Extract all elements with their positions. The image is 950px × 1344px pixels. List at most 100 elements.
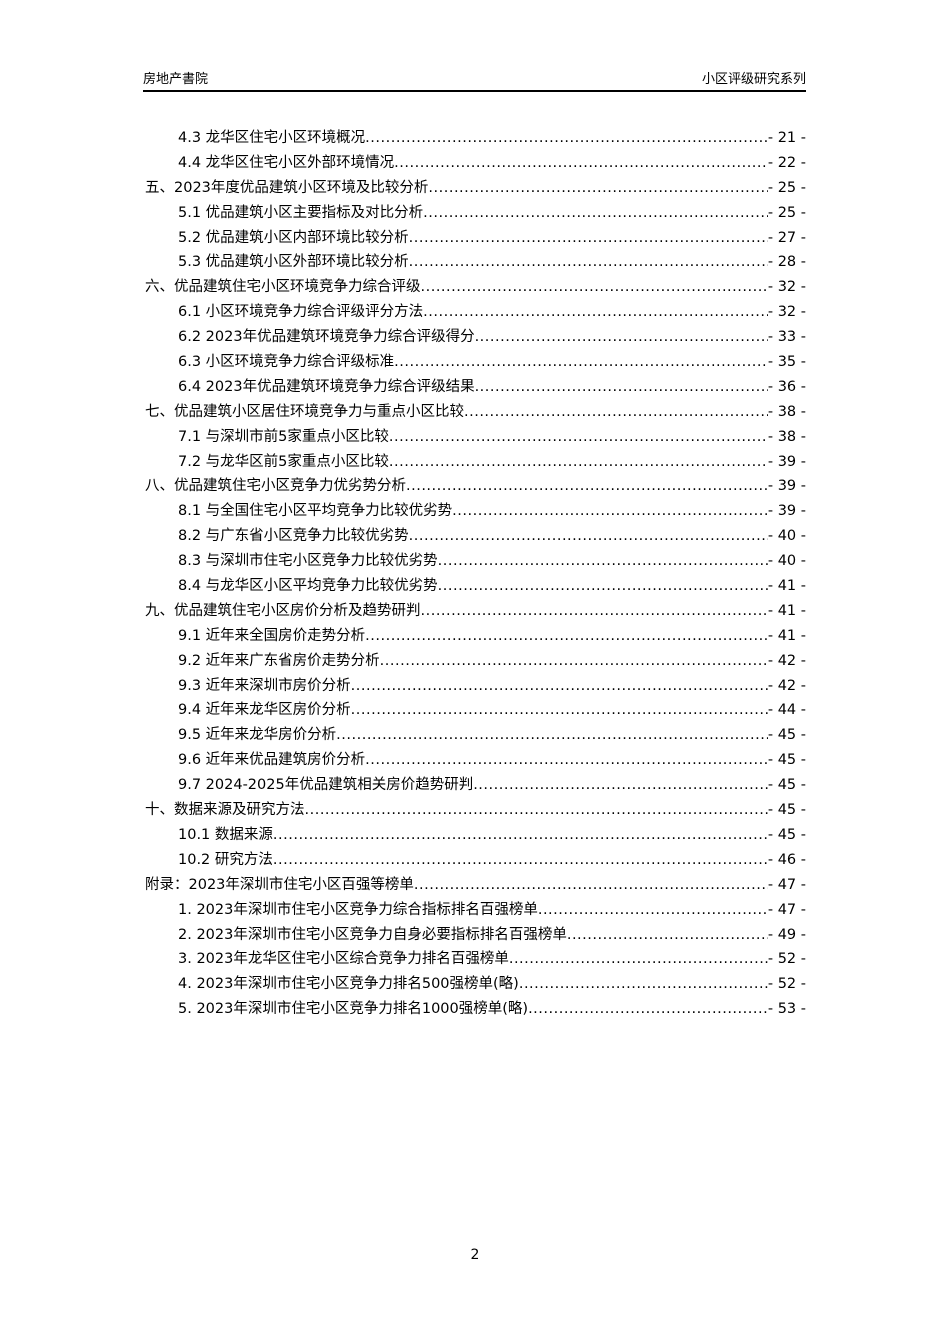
toc-entry-title: 7.2 与龙华区前5家重点小区比较: [178, 453, 389, 470]
dot-leader: [428, 176, 767, 201]
toc-entry[interactable]: 5.3 优品建筑小区外部环境比较分析 - 28 -: [145, 250, 806, 275]
dot-leader: [351, 674, 768, 699]
dot-leader: [365, 624, 768, 649]
toc-entry-page: - 47 -: [767, 901, 806, 918]
toc-entry-title: 5.1 优品建筑小区主要指标及对比分析: [178, 204, 424, 221]
toc-entry[interactable]: 7.2 与龙华区前5家重点小区比较 - 39 -: [145, 450, 806, 475]
dot-leader: [365, 748, 768, 773]
toc-entry-title: 3. 2023年龙华区住宅小区综合竞争力排名百强榜单: [178, 951, 509, 968]
toc-entry-page: - 21 -: [767, 130, 806, 146]
toc-entry-title: 8.2 与广东省小区竞争力比较优劣势: [178, 528, 409, 545]
toc-entry-page: - 33 -: [767, 329, 806, 346]
toc-entry[interactable]: 六、优品建筑住宅小区环境竞争力综合评级 - 32 -: [145, 275, 806, 300]
toc-entry-page: - 41 -: [767, 627, 806, 644]
toc-entry[interactable]: 5. 2023年深圳市住宅小区竞争力排名1000强榜单(略) - 53 -: [145, 997, 806, 1022]
dot-leader: [365, 126, 768, 151]
toc-entry-page: - 46 -: [767, 851, 806, 868]
toc-entry-title: 五、2023年度优品建筑小区环境及比较分析: [145, 179, 429, 196]
toc-entry-title: 8.4 与龙华区小区平均竞争力比较优劣势: [178, 578, 438, 595]
dot-leader: [409, 524, 768, 549]
toc-entry-page: - 25 -: [767, 179, 806, 196]
toc-entry-title: 6.2 2023年优品建筑环境竞争力综合评级得分: [178, 329, 475, 346]
toc-entry[interactable]: 八、优品建筑住宅小区竞争力优劣势分析 - 39 -: [145, 474, 806, 499]
toc-entry-page: - 38 -: [767, 403, 806, 420]
toc-entry[interactable]: 10.1 数据来源 - 45 -: [145, 823, 806, 848]
toc-entry-title: 8.1 与全国住宅小区平均竞争力比较优劣势: [178, 503, 453, 520]
toc-entry-page: - 28 -: [767, 254, 806, 271]
toc-entry-title: 附录：2023年深圳市住宅小区百强等榜单: [145, 876, 414, 893]
toc-entry-page: - 42 -: [767, 652, 806, 669]
toc-entry[interactable]: 8.2 与广东省小区竞争力比较优劣势 - 40 -: [145, 524, 806, 549]
toc-entry-page: - 41 -: [767, 602, 806, 619]
toc-entry-page: - 47 -: [767, 876, 806, 893]
toc-entry[interactable]: 4. 2023年深圳市住宅小区竞争力排名500强榜单(略) - 52 -: [145, 972, 806, 997]
toc-entry-page: - 41 -: [767, 578, 806, 595]
toc-entry[interactable]: 6.1 小区环境竞争力综合评级评分方法 - 32 -: [145, 300, 806, 325]
dot-leader: [409, 250, 768, 275]
toc-entry-title: 5. 2023年深圳市住宅小区竞争力排名1000强榜单(略): [178, 1001, 529, 1018]
toc-entry-title: 八、优品建筑住宅小区竞争力优劣势分析: [145, 478, 406, 495]
toc-entry[interactable]: 9.4 近年来龙华区房价分析 - 44 -: [145, 698, 806, 723]
toc-entry-title: 6.1 小区环境竞争力综合评级评分方法: [178, 304, 424, 321]
toc-entry[interactable]: 9.2 近年来广东省房价走势分析 - 42 -: [145, 649, 806, 674]
toc-entry[interactable]: 4.4 龙华区住宅小区外部环境情况 - 22 -: [145, 151, 806, 176]
toc-entry[interactable]: 6.2 2023年优品建筑环境竞争力综合评级得分 - 33 -: [145, 325, 806, 350]
toc-entry[interactable]: 9.6 近年来优品建筑房价分析 - 45 -: [145, 748, 806, 773]
toc-entry-page: - 39 -: [767, 503, 806, 520]
toc-entry-page: - 27 -: [767, 229, 806, 246]
toc-entry-title: 七、优品建筑小区居住环境竞争力与重点小区比较: [145, 403, 464, 420]
dot-leader: [464, 400, 768, 425]
dot-leader: [351, 698, 768, 723]
toc-entry[interactable]: 8.3 与深圳市住宅小区竞争力比较优劣势 - 40 -: [145, 549, 806, 574]
toc-entry[interactable]: 9.3 近年来深圳市房价分析 - 42 -: [145, 674, 806, 699]
toc-entry[interactable]: 9.5 近年来龙华房价分析 - 45 -: [145, 723, 806, 748]
toc-entry[interactable]: 五、2023年度优品建筑小区环境及比较分析 - 25 -: [145, 176, 806, 201]
toc-entry[interactable]: 6.3 小区环境竞争力综合评级标准 - 35 -: [145, 350, 806, 375]
toc-entry-page: - 38 -: [767, 428, 806, 445]
toc-entry[interactable]: 8.1 与全国住宅小区平均竞争力比较优劣势 - 39 -: [145, 499, 806, 524]
toc-entry-page: - 35 -: [767, 354, 806, 371]
toc-entry-title: 9.5 近年来龙华房价分析: [178, 727, 337, 744]
toc-entry-title: 9.1 近年来全国房价走势分析: [178, 627, 366, 644]
toc-entry[interactable]: 9.7 2024-2025年优品建筑相关房价趋势研判 - 45 -: [145, 773, 806, 798]
toc-entry[interactable]: 3. 2023年龙华区住宅小区综合竞争力排名百强榜单 - 52 -: [145, 947, 806, 972]
dot-leader: [475, 325, 768, 350]
toc-entry-title: 2. 2023年深圳市住宅小区竞争力自身必要指标排名百强榜单: [178, 926, 567, 943]
toc-entry[interactable]: 5.1 优品建筑小区主要指标及对比分析 - 25 -: [145, 201, 806, 226]
page-number: 2: [470, 1247, 480, 1263]
toc-entry-page: - 32 -: [767, 304, 806, 321]
dot-leader: [394, 350, 768, 375]
toc-entry-page: - 49 -: [767, 926, 806, 943]
toc-entry-page: - 40 -: [767, 553, 806, 570]
toc-entry[interactable]: 七、优品建筑小区居住环境竞争力与重点小区比较 - 38 -: [145, 400, 806, 425]
toc-entry[interactable]: 九、优品建筑住宅小区房价分析及趋势研判 - 41 -: [145, 599, 806, 624]
toc-entry-page: - 52 -: [767, 976, 806, 993]
dot-leader: [475, 375, 768, 400]
dot-leader: [421, 599, 768, 624]
toc-entry[interactable]: 附录：2023年深圳市住宅小区百强等榜单 - 47 -: [145, 873, 806, 898]
toc-entry[interactable]: 2. 2023年深圳市住宅小区竞争力自身必要指标排名百强榜单 - 49 -: [145, 923, 806, 948]
dot-leader: [423, 201, 768, 226]
toc-entry-title: 7.1 与深圳市前5家重点小区比较: [178, 428, 389, 445]
dot-leader: [389, 450, 768, 475]
toc-entry[interactable]: 1. 2023年深圳市住宅小区竞争力综合指标排名百强榜单 - 47 -: [145, 898, 806, 923]
dot-leader: [406, 474, 768, 499]
toc-entry[interactable]: 7.1 与深圳市前5家重点小区比较 - 38 -: [145, 425, 806, 450]
dot-leader: [473, 773, 768, 798]
header-series: 小区评级研究系列: [701, 72, 806, 87]
toc-entry[interactable]: 10.2 研究方法 - 46 -: [145, 848, 806, 873]
toc-entry-page: - 39 -: [767, 453, 806, 470]
toc-entry-title: 5.2 优品建筑小区内部环境比较分析: [178, 229, 409, 246]
toc-entry[interactable]: 8.4 与龙华区小区平均竞争力比较优劣势 - 41 -: [145, 574, 806, 599]
toc-entry[interactable]: 6.4 2023年优品建筑环境竞争力综合评级结果 - 36 -: [145, 375, 806, 400]
toc-entry-page: - 52 -: [767, 951, 806, 968]
toc-entry-page: - 22 -: [767, 154, 806, 171]
toc-entry[interactable]: 十、数据来源及研究方法 - 45 -: [145, 798, 806, 823]
toc-entry-title: 九、优品建筑住宅小区房价分析及趋势研判: [145, 602, 421, 619]
table-of-contents: 4.3 龙华区住宅小区环境概况 - 21 - 4.4 龙华区住宅小区外部环境情况 - …: [145, 126, 806, 1022]
dot-leader: [273, 848, 768, 873]
dot-leader: [438, 549, 768, 574]
toc-entry[interactable]: 9.1 近年来全国房价走势分析 - 41 -: [145, 624, 806, 649]
toc-entry[interactable]: 5.2 优品建筑小区内部环境比较分析 - 27 -: [145, 226, 806, 251]
toc-entry[interactable]: 4.3 龙华区住宅小区环境概况 - 21 -: [145, 126, 806, 151]
